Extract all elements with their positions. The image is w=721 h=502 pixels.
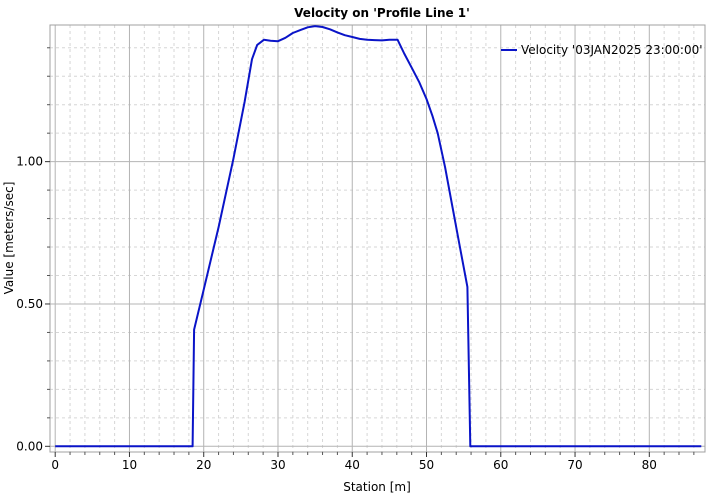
x-tick-label: 50 bbox=[419, 458, 434, 472]
x-tick-label: 0 bbox=[51, 458, 59, 472]
plot-area-frame bbox=[49, 24, 706, 453]
x-axis-ticks: 0 10 20 30 40 50 60 70 80 bbox=[51, 452, 695, 472]
y-axis-label: Value [meters/sec] bbox=[2, 182, 16, 295]
x-tick-label: 40 bbox=[345, 458, 360, 472]
series-group bbox=[55, 25, 702, 448]
y-tick-label: 1.00 bbox=[16, 155, 43, 169]
x-tick-label: 80 bbox=[642, 458, 657, 472]
legend: Velocity '03JAN2025 23:00:00' bbox=[501, 43, 703, 57]
x-tick-label: 20 bbox=[196, 458, 211, 472]
legend-entry-label: Velocity '03JAN2025 23:00:00' bbox=[521, 43, 703, 57]
x-tick-label: 60 bbox=[493, 458, 508, 472]
y-axis-ticks: 0.00 0.50 1.00 bbox=[16, 47, 50, 453]
minor-gridlines bbox=[50, 25, 705, 452]
x-axis-label: Station [m] bbox=[343, 480, 411, 494]
x-tick-label: 70 bbox=[567, 458, 582, 472]
y-tick-label: 0.00 bbox=[16, 439, 43, 453]
series-line-velocity bbox=[55, 25, 702, 448]
y-tick-label: 0.50 bbox=[16, 297, 43, 311]
x-tick-label: 10 bbox=[122, 458, 137, 472]
x-tick-label: 30 bbox=[270, 458, 285, 472]
chart-title: Velocity on 'Profile Line 1' bbox=[294, 6, 470, 20]
